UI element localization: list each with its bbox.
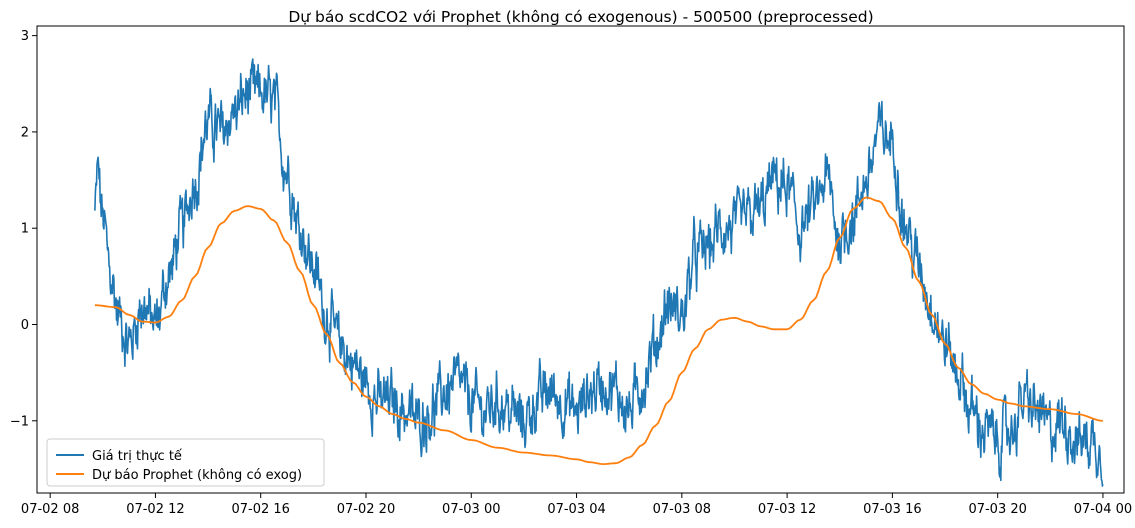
chart-title: Dự báo scdCO2 với Prophet (không có exog… [288,8,873,26]
y-tick-label: 3 [21,29,29,44]
legend-label-forecast: Dự báo Prophet (không có exog) [92,468,302,483]
legend-box [46,438,325,487]
plot-area-frame [36,25,1125,494]
x-tick-label: 07-02 08 [21,502,79,517]
x-tick-label: 07-03 16 [863,502,921,517]
series-line-forecast [94,196,1103,465]
y-tick-label: 0 [21,318,29,333]
x-tick-label: 07-03 00 [442,502,500,517]
x-tick-label: 07-02 12 [126,502,184,517]
y-tick-label: −1 [10,414,29,429]
x-tick-label: 07-03 08 [653,502,711,517]
x-tick-label: 07-03 20 [968,502,1026,517]
x-tick-label: 07-03 12 [758,502,816,517]
series-line-actual [94,58,1104,487]
legend-label-actual: Giá trị thực tế [92,449,182,464]
x-tick-label: 07-02 20 [337,502,395,517]
series-layer [94,58,1104,487]
x-axis: 07-02 08 07-02 12 07-02 16 07-02 20 07-03 00… [21,493,1132,517]
y-tick-label: 1 [21,222,29,237]
y-axis: 3 2 1 0 −1 [10,29,37,429]
x-tick-label: 07-03 04 [547,502,605,517]
x-tick-label: 07-02 16 [231,502,289,517]
x-tick-label: 07-04 00 [1074,502,1132,517]
y-tick-label: 2 [21,125,29,140]
legend: Giá trị thực tế Dự báo Prophet (không có… [46,438,325,487]
